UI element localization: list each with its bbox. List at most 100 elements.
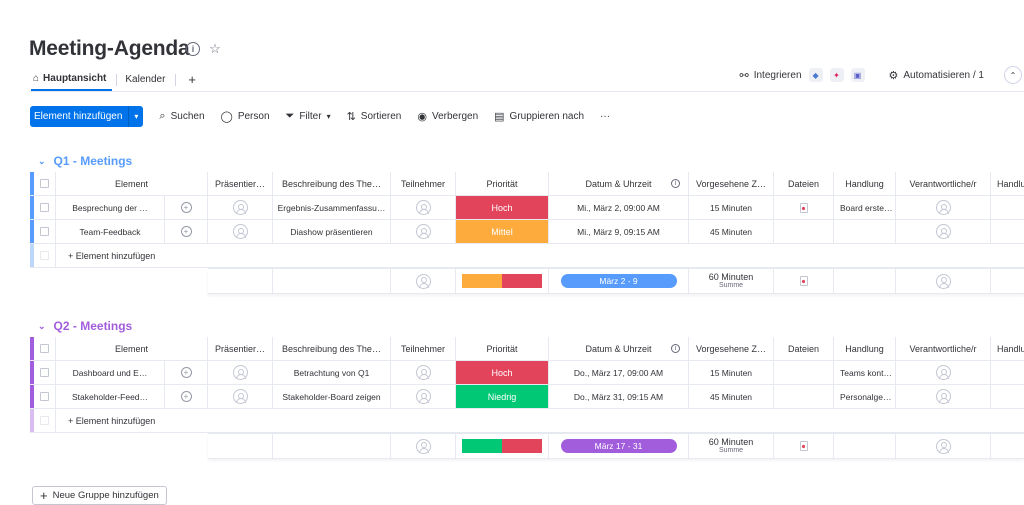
row-checkbox[interactable] <box>34 385 56 408</box>
group-title[interactable]: Q2 - Meetings <box>53 319 133 333</box>
chevron-down-icon[interactable]: ▾ <box>128 106 143 127</box>
presenter-cell[interactable] <box>208 220 273 243</box>
files-cell[interactable] <box>774 196 834 219</box>
col-priority[interactable]: Priorität <box>456 172 549 195</box>
col-description[interactable]: Beschreibung des The… <box>273 172 391 195</box>
filter-button[interactable]: ⏷ Filter ▾ <box>286 110 331 123</box>
col-duration[interactable]: Vorgesehene Z… <box>689 337 774 360</box>
info-icon[interactable]: i <box>186 42 200 56</box>
description-cell[interactable]: Ergebnis-Zusammenfassu… <box>273 196 391 219</box>
presenter-cell[interactable] <box>208 361 273 384</box>
participants-cell[interactable] <box>391 220 456 243</box>
person-filter-button[interactable]: ◯ Person <box>221 110 270 123</box>
add-item-row[interactable]: + Element hinzufügen <box>30 409 1024 433</box>
col-responsible[interactable]: Verantwortliche/r <box>896 172 991 195</box>
add-update-button[interactable]: + <box>165 196 208 219</box>
duration-cell[interactable]: 15 Minuten <box>689 196 774 219</box>
action-2-cell[interactable] <box>991 385 1024 408</box>
item-name[interactable]: Dashboard und E… <box>56 361 165 384</box>
action-cell[interactable]: Board erste… <box>834 196 896 219</box>
row-checkbox[interactable] <box>34 196 56 219</box>
datetime-cell[interactable]: Do., März 31, 09:15 AM <box>549 385 689 408</box>
col-responsible[interactable]: Verantwortliche/r <box>896 337 991 360</box>
summary-date[interactable]: März 17 - 31 <box>549 434 689 458</box>
board-title[interactable]: Meeting-Agenda <box>29 37 190 60</box>
col-participants[interactable]: Teilnehmer <box>391 172 456 195</box>
chevron-down-icon[interactable]: ⌄ <box>38 320 46 331</box>
col-datetime[interactable]: Datum & Uhrzeit i <box>549 337 689 360</box>
description-cell[interactable]: Betrachtung von Q1 <box>273 361 391 384</box>
new-item-button[interactable]: Element hinzufügen ▾ <box>30 106 144 127</box>
duration-cell[interactable]: 45 Minuten <box>689 385 774 408</box>
action-2-cell[interactable] <box>991 196 1024 219</box>
action-cell[interactable] <box>834 220 896 243</box>
table-row[interactable]: Stakeholder-Feed… + Stakeholder-Board zeig… <box>30 385 1024 409</box>
col-presenter[interactable]: Präsentier… <box>208 337 273 360</box>
col-datetime[interactable]: Datum & Uhrzeit i <box>549 172 689 195</box>
select-all-checkbox[interactable] <box>34 337 56 360</box>
action-2-cell[interactable] <box>991 361 1024 384</box>
group-header[interactable]: ⌄ Q1 - Meetings <box>38 154 132 168</box>
col-action[interactable]: Handlung <box>834 172 896 195</box>
add-group-button[interactable]: + Neue Gruppe hinzufügen <box>32 486 167 505</box>
group-by-button[interactable]: ▤ Gruppieren nach <box>494 110 584 123</box>
tab-main-table[interactable]: ⌂ Hauptansicht <box>31 73 113 91</box>
files-cell[interactable] <box>774 220 834 243</box>
col-participants[interactable]: Teilnehmer <box>391 337 456 360</box>
col-files[interactable]: Dateien <box>774 337 834 360</box>
item-name[interactable]: Team-Feedback <box>56 220 165 243</box>
add-item-label[interactable]: + Element hinzufügen <box>68 250 156 261</box>
item-name[interactable]: Stakeholder-Feed… <box>56 385 165 408</box>
add-update-button[interactable]: + <box>165 220 208 243</box>
integrate-button[interactable]: ⚯ Integrieren ◆ ✦ ▣ <box>739 68 865 82</box>
group-title[interactable]: Q1 - Meetings <box>53 154 133 168</box>
datetime-cell[interactable]: Mi., März 9, 09:15 AM <box>549 220 689 243</box>
responsible-cell[interactable] <box>896 220 991 243</box>
datetime-cell[interactable]: Do., März 17, 09:00 AM <box>549 361 689 384</box>
more-button[interactable]: ··· <box>600 111 610 122</box>
priority-cell[interactable]: Hoch <box>456 196 549 219</box>
col-action[interactable]: Handlung <box>834 337 896 360</box>
action-2-cell[interactable] <box>991 220 1024 243</box>
participants-cell[interactable] <box>391 385 456 408</box>
col-element[interactable]: Element <box>56 172 208 195</box>
group-header[interactable]: ⌄ Q2 - Meetings <box>38 319 132 333</box>
description-cell[interactable]: Diashow präsentieren <box>273 220 391 243</box>
table-row[interactable]: Besprechung der … + Ergebnis-Zusammenfassu… <box>30 196 1024 220</box>
duration-cell[interactable]: 15 Minuten <box>689 361 774 384</box>
priority-cell[interactable]: Niedrig <box>456 385 549 408</box>
priority-cell[interactable]: Mittel <box>456 220 549 243</box>
action-cell[interactable]: Teams kont… <box>834 361 896 384</box>
responsible-cell[interactable] <box>896 196 991 219</box>
participants-cell[interactable] <box>391 196 456 219</box>
add-update-button[interactable]: + <box>165 385 208 408</box>
col-presenter[interactable]: Präsentier… <box>208 172 273 195</box>
presenter-cell[interactable] <box>208 196 273 219</box>
star-icon[interactable]: ☆ <box>209 41 221 56</box>
add-item-label[interactable]: + Element hinzufügen <box>68 415 156 426</box>
info-icon[interactable]: i <box>671 344 680 353</box>
info-icon[interactable]: i <box>671 179 680 188</box>
hide-button[interactable]: ◉ Verbergen <box>417 110 478 123</box>
select-all-checkbox[interactable] <box>34 172 56 195</box>
col-priority[interactable]: Priorität <box>456 337 549 360</box>
responsible-cell[interactable] <box>896 385 991 408</box>
add-item-row[interactable]: + Element hinzufügen <box>30 244 1024 268</box>
summary-priority[interactable] <box>456 434 549 458</box>
datetime-cell[interactable]: Mi., März 2, 09:00 AM <box>549 196 689 219</box>
presenter-cell[interactable] <box>208 385 273 408</box>
responsible-cell[interactable] <box>896 361 991 384</box>
table-row[interactable]: Dashboard und E… + Betrachtung von Q1 Hoch D… <box>30 361 1024 385</box>
add-view-button[interactable]: + <box>188 72 197 87</box>
collapse-header-button[interactable]: ⌃ <box>1004 66 1022 84</box>
files-cell[interactable] <box>774 385 834 408</box>
file-icon[interactable] <box>799 202 808 213</box>
automate-button[interactable]: ⚙ Automatisieren / 1 <box>889 69 984 82</box>
search-button[interactable]: ⌕ Suchen <box>159 110 204 123</box>
tab-calendar[interactable]: Kalender <box>123 74 171 90</box>
priority-cell[interactable]: Hoch <box>456 361 549 384</box>
col-description[interactable]: Beschreibung des The… <box>273 337 391 360</box>
chevron-down-icon[interactable]: ⌄ <box>38 155 46 166</box>
row-checkbox[interactable] <box>34 220 56 243</box>
add-update-button[interactable]: + <box>165 361 208 384</box>
